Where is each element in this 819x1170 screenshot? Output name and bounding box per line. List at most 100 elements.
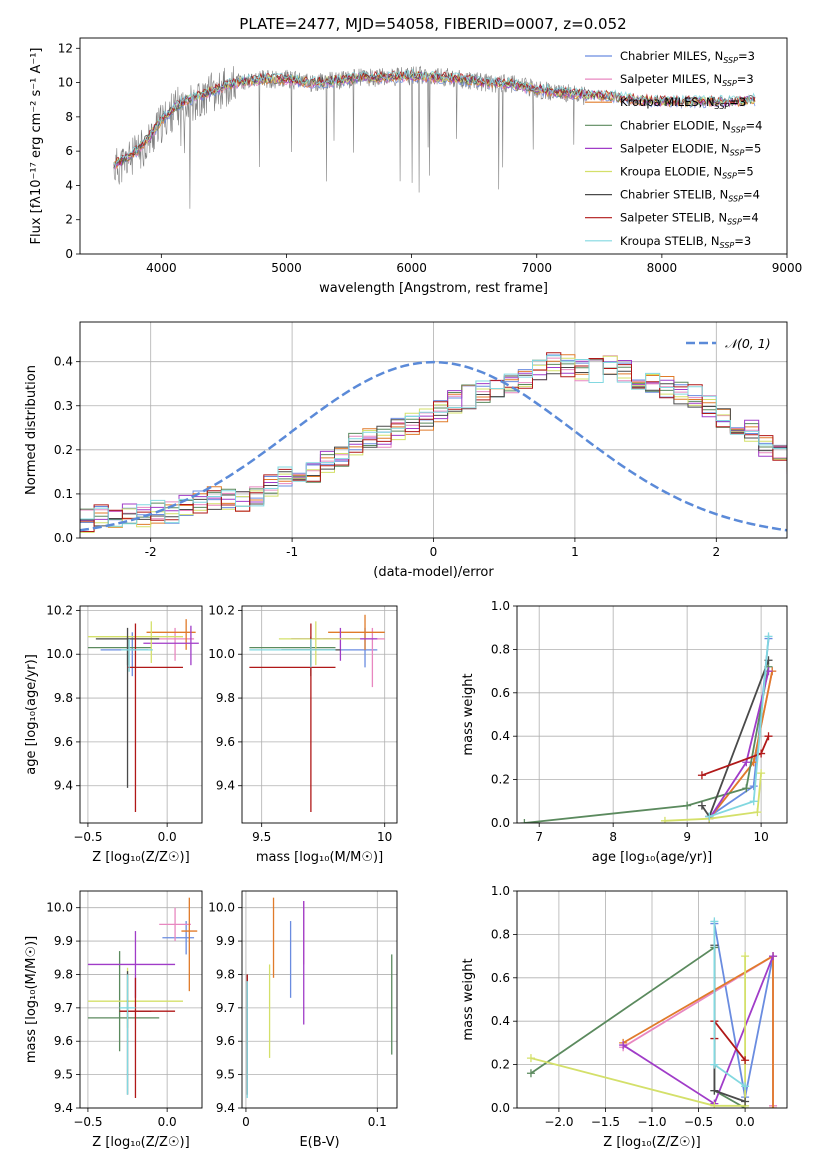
y-tick-label: 0.3 [54,399,73,413]
weight-line [664,773,762,822]
x-axis-label: age [log₁₀(age/yr)] [592,850,713,865]
y-tick-label: 9.4 [216,779,235,793]
x-tick-label: 7 [535,830,543,844]
y-tick-label: 0.8 [491,642,510,656]
x-tick-label: −0.5 [73,830,102,844]
x-tick-label: 5000 [271,261,302,275]
x-tick-label: 0.1 [368,1115,387,1129]
weight-line [530,956,746,1107]
y-tick-label: 9.6 [216,735,235,749]
weight-marker [660,816,669,823]
panel-mass-age: 9.5 10 9.4 9.6 9.8 10.0 10.2 mass [log₁₀(M/M☉)] [208,603,398,865]
y-tick-label: 9.6 [54,735,73,749]
histogram-step [80,354,787,528]
plot-area [246,897,393,1098]
y-tick-label: 9.8 [54,691,73,705]
y-tick-label: 0.4 [54,355,73,369]
y-tick-label: 0.2 [54,443,73,457]
y-tick-label: 0.0 [54,531,73,545]
axes-frame [79,890,203,1109]
x-tick-label: −1.0 [637,1115,666,1129]
x-tick-label: 7000 [521,261,552,275]
y-tick-label: 10.2 [208,603,235,617]
panel-z-weight: −2.0 −1.5 −1.0 −0.5 0.0 0.0 0.2 0.4 0.6 0.8 1.0 Z [… [461,884,788,1150]
histogram-step [80,354,787,524]
legend-label: Chabrier STELIB, NSSP=4 [620,188,760,204]
panel-z-mass: −0.5 0.0 9.4 9.5 9.6 9.7 9.8 9.9 10.0 Z [log₁₀(Z/… [24,890,203,1150]
weight-marker [619,1041,628,1050]
weight-marker [683,801,692,810]
y-tick-label: 1.0 [491,599,510,613]
x-tick-label: 9000 [772,261,803,275]
y-tick-label: 9.5 [216,1068,235,1082]
histogram-step [80,355,787,527]
panel-ebv-mass: 0 0.1 9.4 9.5 9.6 9.7 9.8 9.9 10.0 E(B-V) [208,890,398,1150]
x-tick-label: 8000 [647,261,678,275]
y-tick-label: 0.2 [491,1058,510,1072]
y-axis-label: mass weight [461,673,476,755]
x-tick-label: 0 [430,545,438,559]
x-axis-label: Z [log₁₀(Z/Z☉)] [603,1135,700,1150]
y-tick-label: 10.0 [46,901,73,915]
x-tick-label: 10 [377,830,392,844]
weight-marker [697,771,706,780]
weight-marker [749,782,758,791]
legend-label: Salpeter MILES, NSSP=3 [620,72,754,88]
x-tick-label: −1.5 [591,1115,620,1129]
plot-area [526,917,778,1108]
y-tick-label: 9.8 [216,691,235,705]
weight-line [713,945,746,1103]
spectrum-legend: Chabrier MILES, NSSP=3 Salpeter MILES, NS… [585,49,762,250]
x-axis-label: Z [log₁₀(Z/Z☉)] [92,850,189,865]
weight-marker [769,952,778,961]
weight-marker [526,1054,535,1063]
panel-z-age: −0.5 0.0 9.4 9.6 9.8 10.0 10.2 Z [log₁₀(Z/Z☉)] a… [24,603,203,865]
weight-marker [753,808,762,817]
weight-marker [757,769,766,778]
y-tick-label: 0.2 [491,773,510,787]
weight-marker [741,952,750,961]
y-tick-label: 9.4 [216,1101,235,1115]
y-tick-label: 0.0 [491,1101,510,1115]
y-tick-label: 12 [58,41,73,55]
y-tick-label: 9.4 [54,1101,73,1115]
histogram-step [80,358,787,522]
y-tick-label: 9.4 [54,779,73,793]
histogram-step [80,358,787,524]
x-tick-label: 4000 [146,261,177,275]
y-tick-label: 9.6 [54,1034,73,1048]
y-tick-label: 9.8 [54,967,73,981]
x-tick-label: 6000 [396,261,427,275]
legend-label: Salpeter ELODIE, NSSP=5 [620,141,761,157]
y-tick-label: 0.6 [491,971,510,985]
y-tick-label: 9.5 [54,1068,73,1082]
axes-frame [516,605,788,824]
axes-frame [516,890,788,1109]
axes-frame [79,321,788,539]
legend-label: Kroupa STELIB, NSSP=3 [620,234,751,250]
x-axis-label: mass [log₁₀(M/M☉)] [256,850,383,865]
plot-area [113,65,756,209]
panel-age-weight: 7 8 9 10 0.0 0.2 0.4 0.6 0.8 1.0 age [log₁₀(age/yr… [461,599,788,865]
x-tick-label: 10 [753,830,768,844]
x-tick-label: 0 [242,1115,250,1129]
y-tick-label: 10 [58,76,73,90]
figure-title: PLATE=2477, MJD=54058, FIBERID=0007, z=0… [239,15,626,33]
plot-area [520,632,777,823]
axes-frame [241,890,398,1109]
x-tick-label: 1 [571,545,579,559]
y-tick-label: 9.9 [216,934,235,948]
y-tick-label: 0.6 [491,686,510,700]
x-tick-label: 9 [683,830,691,844]
weight-marker [764,732,773,741]
y-axis-label: Flux [fλ10⁻¹⁷ erg cm⁻² s⁻¹ A⁻¹] [29,48,44,245]
y-tick-label: 10.0 [46,647,73,661]
weight-line [622,954,774,1106]
weight-marker [710,917,719,926]
x-tick-label: −0.5 [73,1115,102,1129]
weight-marker [769,1104,778,1108]
legend-label: Chabrier MILES, NSSP=3 [620,49,755,65]
x-tick-label: -1 [286,545,298,559]
histogram-step [80,355,787,533]
weight-line [530,945,746,1108]
